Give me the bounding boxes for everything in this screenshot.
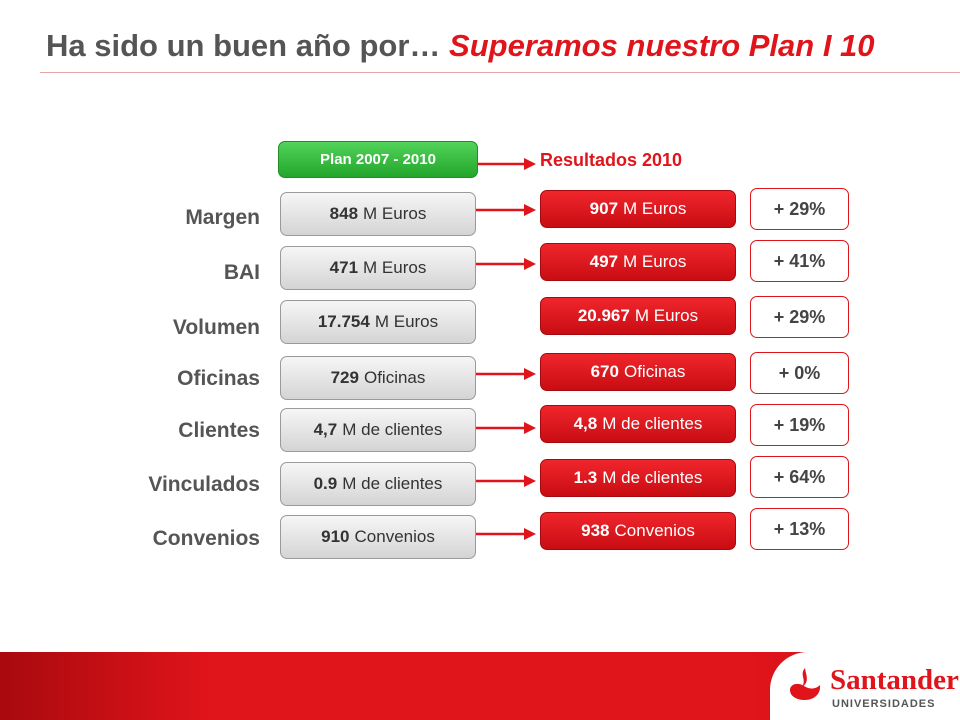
plan-value-vinculados: 0.9 M de clientes: [280, 462, 476, 506]
result-unit: M de clientes: [602, 414, 703, 433]
metric-label-volumen: Volumen: [172, 316, 260, 339]
result-number: 938: [581, 521, 610, 540]
plan-unit: Oficinas: [363, 368, 426, 387]
result-number: 670: [590, 362, 619, 381]
result-value-convenios: 938 Convenios: [540, 512, 736, 550]
plan-unit: M Euros: [374, 312, 439, 331]
result-unit: M Euros: [623, 252, 687, 271]
metric-label-clientes: Clientes: [178, 419, 260, 442]
plan-number: 0.9: [313, 474, 338, 493]
result-value-volumen: 20.967 M Euros: [540, 297, 736, 335]
result-number: 497: [589, 252, 619, 271]
plan-value-oficinas: 729 Oficinas: [280, 356, 476, 400]
footer-bar: Santander UNIVERSIDADES: [0, 652, 960, 720]
plan-value-volumen: 17.754 M Euros: [280, 300, 476, 344]
metric-label-margen: Margen: [185, 206, 260, 229]
results-column-label: Resultados 2010: [540, 150, 683, 170]
result-value-vinculados: 1.3 M de clientes: [540, 459, 736, 497]
result-unit: Oficinas: [623, 362, 686, 381]
change-badge-vinculados: + 64%: [750, 456, 849, 498]
title-highlight: Superamos nuestro Plan I 10: [449, 28, 875, 63]
plan-value-clientes: 4,7 M de clientes: [280, 408, 476, 452]
plan-value-bai: 471 M Euros: [280, 246, 476, 290]
result-number: 907: [589, 199, 619, 218]
result-unit: M de clientes: [602, 468, 703, 487]
metric-label-vinculados: Vinculados: [148, 473, 260, 496]
result-unit: M Euros: [634, 306, 699, 325]
plan-number: 17.754: [317, 312, 370, 331]
brand-logo: Santander UNIVERSIDADES: [770, 652, 960, 720]
result-number: 20.967: [577, 306, 630, 325]
arrow-right-icon: [478, 158, 536, 170]
plan-number: 4,7: [313, 420, 338, 439]
change-badge-volumen: + 29%: [750, 296, 849, 338]
arrow-right-icon: [476, 475, 536, 487]
plan-number: 729: [330, 368, 359, 387]
plan-number: 471: [329, 258, 359, 277]
brand-subtitle: UNIVERSIDADES: [832, 698, 936, 710]
result-unit: Convenios: [614, 521, 695, 540]
result-value-margen: 907 M Euros: [540, 190, 736, 228]
arrow-right-icon: [476, 204, 536, 216]
arrow-right-icon: [476, 258, 536, 270]
santander-flame-icon: [790, 668, 821, 700]
metric-label-oficinas: Oficinas: [177, 367, 260, 390]
result-value-bai: 497 M Euros: [540, 243, 736, 281]
brand-name: Santander: [830, 664, 959, 696]
change-badge-oficinas: + 0%: [750, 352, 849, 394]
result-value-oficinas: 670 Oficinas: [540, 353, 736, 391]
plan-unit: M Euros: [363, 258, 427, 277]
change-badge-bai: + 41%: [750, 240, 849, 282]
plan-unit: Convenios: [354, 527, 435, 546]
change-badge-clientes: + 19%: [750, 404, 849, 446]
arrow-right-icon: [476, 528, 536, 540]
arrow-right-icon: [476, 422, 536, 434]
slide-title: Ha sido un buen año por… Superamos nuest…: [46, 28, 875, 64]
change-badge-convenios: + 13%: [750, 508, 849, 550]
result-number: 4,8: [573, 414, 598, 433]
plan-column-badge: Plan 2007 - 2010: [278, 141, 478, 178]
plan-number: 910: [321, 527, 350, 546]
plan-number: 848: [329, 204, 359, 223]
result-unit: M Euros: [623, 199, 687, 218]
result-value-clientes: 4,8 M de clientes: [540, 405, 736, 443]
plan-value-margen: 848 M Euros: [280, 192, 476, 236]
plan-unit: M de clientes: [342, 474, 443, 493]
change-badge-margen: + 29%: [750, 188, 849, 230]
plan-unit: M Euros: [363, 204, 427, 223]
plan-unit: M de clientes: [342, 420, 443, 439]
metric-label-convenios: Convenios: [152, 527, 260, 550]
result-number: 1.3: [573, 468, 598, 487]
arrow-right-icon: [476, 368, 536, 380]
plan-value-convenios: 910 Convenios: [280, 515, 476, 559]
metric-label-bai: BAI: [223, 261, 260, 284]
title-prefix: Ha sido un buen año por…: [46, 28, 441, 63]
title-divider: [40, 72, 960, 73]
